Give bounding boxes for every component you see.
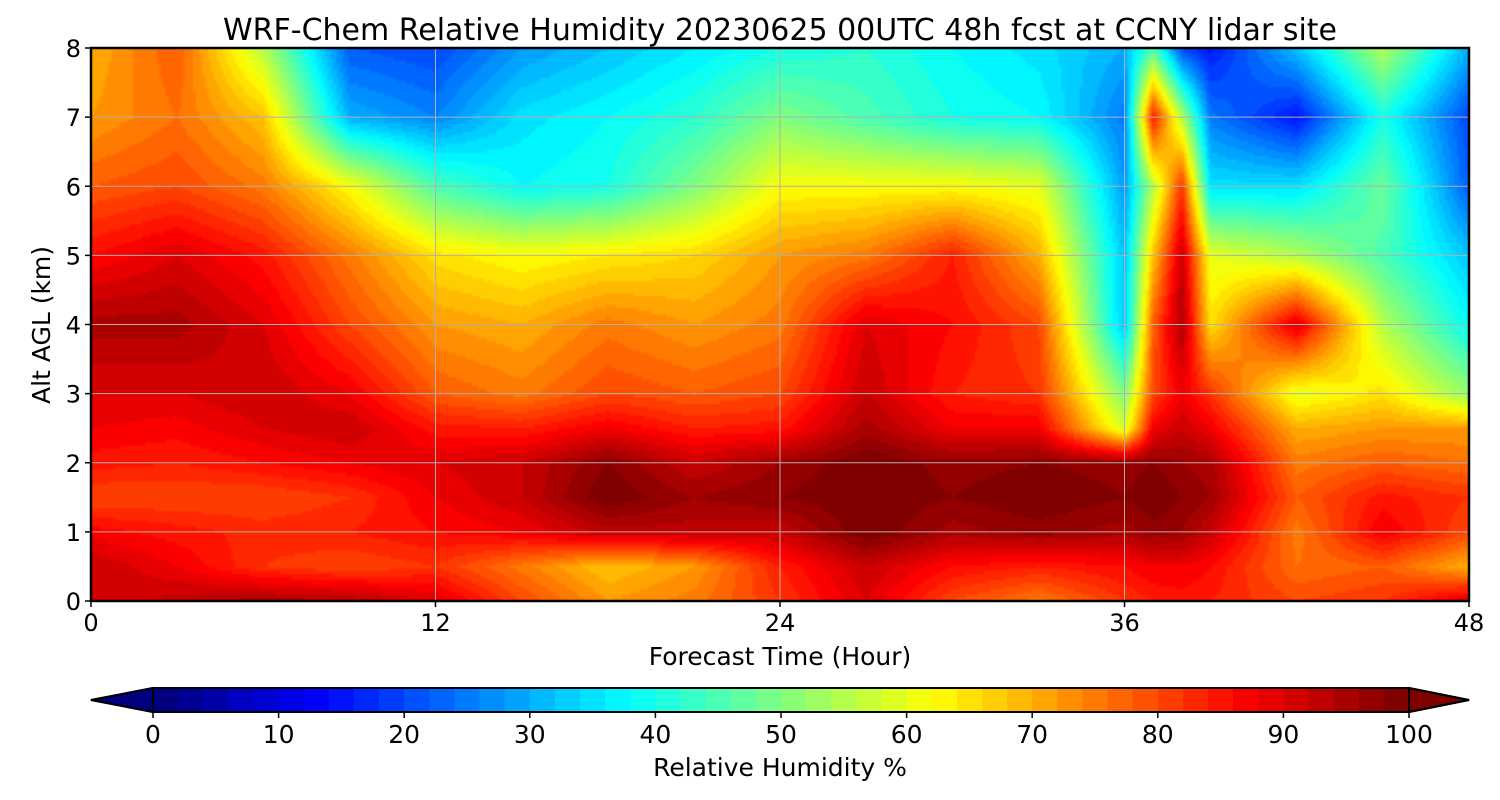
y-tick-label: 5 bbox=[66, 242, 81, 270]
colorbar-gradient bbox=[153, 688, 1409, 712]
colorbar-tick-label: 50 bbox=[765, 720, 797, 749]
x-tick-label: 12 bbox=[420, 609, 451, 637]
y-tick-label: 8 bbox=[66, 35, 81, 63]
y-tick-label: 6 bbox=[66, 173, 81, 201]
y-tick-label: 1 bbox=[66, 519, 81, 547]
x-axis-ticks: 0 12 24 36 48 bbox=[83, 601, 1484, 637]
y-tick-label: 4 bbox=[66, 312, 81, 340]
colorbar-tick-label: 100 bbox=[1385, 720, 1433, 749]
y-axis-label: Alt AGL (km) bbox=[27, 246, 56, 404]
chart-title: WRF-Chem Relative Humidity 20230625 00UT… bbox=[223, 13, 1337, 48]
colorbar-extend-high bbox=[1408, 686, 1470, 714]
colorbar-label: Relative Humidity % bbox=[653, 753, 907, 782]
colorbar-tick-label: 60 bbox=[891, 720, 923, 749]
x-axis-label: Forecast Time (Hour) bbox=[649, 642, 912, 671]
y-tick-label: 7 bbox=[66, 104, 81, 132]
y-tick-label: 3 bbox=[66, 381, 81, 409]
y-tick-label: 2 bbox=[66, 450, 81, 478]
x-tick-label: 0 bbox=[83, 609, 98, 637]
x-tick-label: 36 bbox=[1109, 609, 1140, 637]
colorbar-tick-label: 90 bbox=[1267, 720, 1299, 749]
colorbar-tick-label: 10 bbox=[263, 720, 295, 749]
y-tick-label: 0 bbox=[66, 588, 81, 616]
colorbar: 0 10 20 30 40 50 60 70 80 90 100 Relative Humidity… bbox=[90, 686, 1470, 782]
colorbar-extend-low bbox=[90, 686, 154, 714]
colorbar-tick-label: 80 bbox=[1142, 720, 1174, 749]
x-tick-label: 24 bbox=[765, 609, 796, 637]
colorbar-tick-label: 0 bbox=[145, 720, 161, 749]
colorbar-tick-label: 30 bbox=[514, 720, 546, 749]
y-axis-ticks: 0 1 2 3 4 5 6 7 8 bbox=[66, 35, 91, 616]
colorbar-tick-label: 20 bbox=[388, 720, 420, 749]
colorbar-ticks: 0 10 20 30 40 50 60 70 80 90 100 bbox=[145, 712, 1433, 749]
colorbar-tick-label: 40 bbox=[639, 720, 671, 749]
x-tick-label: 48 bbox=[1454, 609, 1485, 637]
colorbar-tick-label: 70 bbox=[1016, 720, 1048, 749]
